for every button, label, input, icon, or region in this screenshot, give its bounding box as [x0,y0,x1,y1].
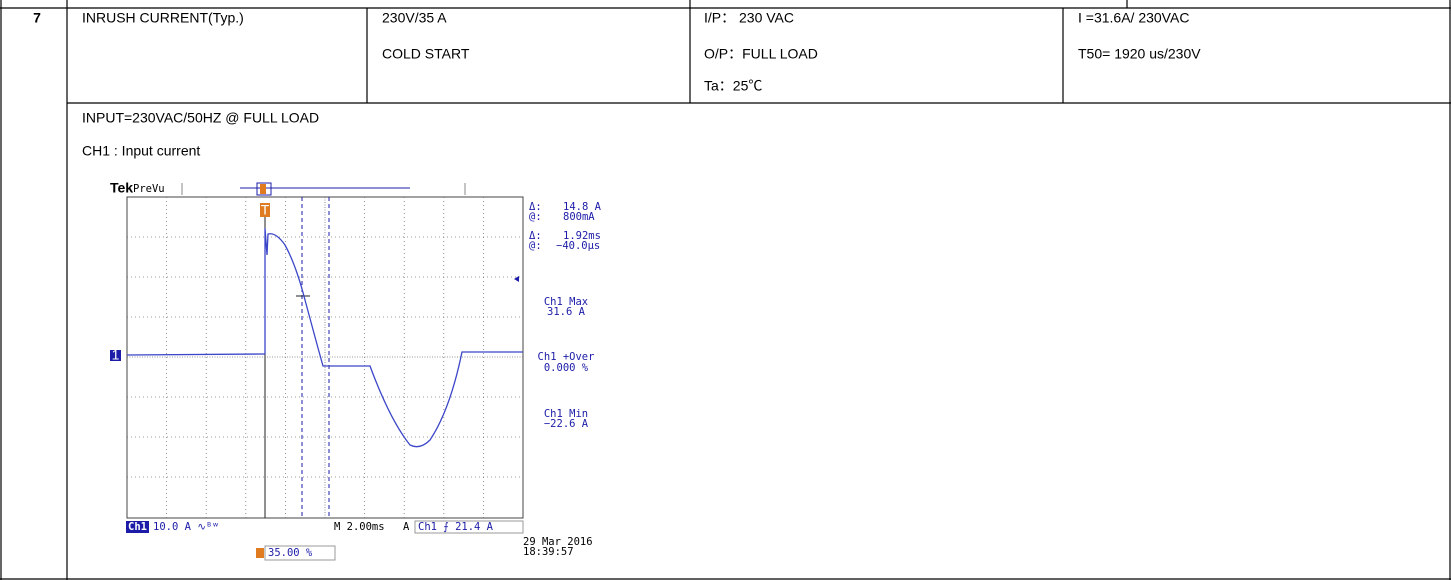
trigger-source: A [403,521,410,533]
setup: O/P：FULL LOAD [704,46,818,62]
setup: I/P： 230 VAC [704,10,794,26]
measure-name: Ch1 Max [544,296,588,308]
cursor-label: @: [529,211,542,223]
measure-name: Ch1 Min [544,408,588,420]
cursor-value: 1.92ms [563,230,601,242]
note: INPUT=230VAC/50HZ @ FULL LOAD [82,110,319,126]
cursor-value: 800mA [563,211,595,223]
cursor-value: 14.8 A [563,201,602,213]
trigger: Ch1 ⨍ 21.4 A [418,521,494,533]
scope-brand: Tek [110,180,133,196]
measure-value: 31.6 A [547,306,586,318]
measure-value: −22.6 A [544,418,589,430]
trigger-position: 35.00 % [268,547,313,559]
measure-name: Ch1 +Over [538,351,595,363]
grid [127,197,523,518]
cursor-label: @: [529,240,542,252]
scope-mode: PreVu [133,183,165,195]
item: INRUSH CURRENT(Typ.) [82,10,244,26]
cursor-label: Δ: [529,230,542,242]
measure-value: 0.000 % [544,362,589,374]
cursor-label: Δ: [529,201,542,213]
time: 18:39:57 [523,546,574,558]
note: CH1 : Input current [82,143,200,159]
scope: Tek PreVu T 1 Δ: 14.8 A @: 80 [110,180,602,561]
timebase: M 2.00ms [334,521,385,533]
trigger-marker: T [261,202,270,218]
channel: Ch1 [128,521,147,533]
condition: 230V/35 A [382,10,447,26]
channel-marker: 1 [112,347,120,363]
condition: COLD START [382,46,470,62]
channel-scale: 10.0 A ∿ᴮʷ [153,521,219,533]
row-number: 7 [33,10,41,26]
result: T50= 1920 us/230V [1078,46,1201,62]
result: I =31.6A/ 230VAC [1078,10,1189,26]
setup: Ta：25℃ [704,78,762,94]
date: 29 Mar 2016 [523,536,593,548]
cursor-value: −40.0µs [556,240,600,252]
